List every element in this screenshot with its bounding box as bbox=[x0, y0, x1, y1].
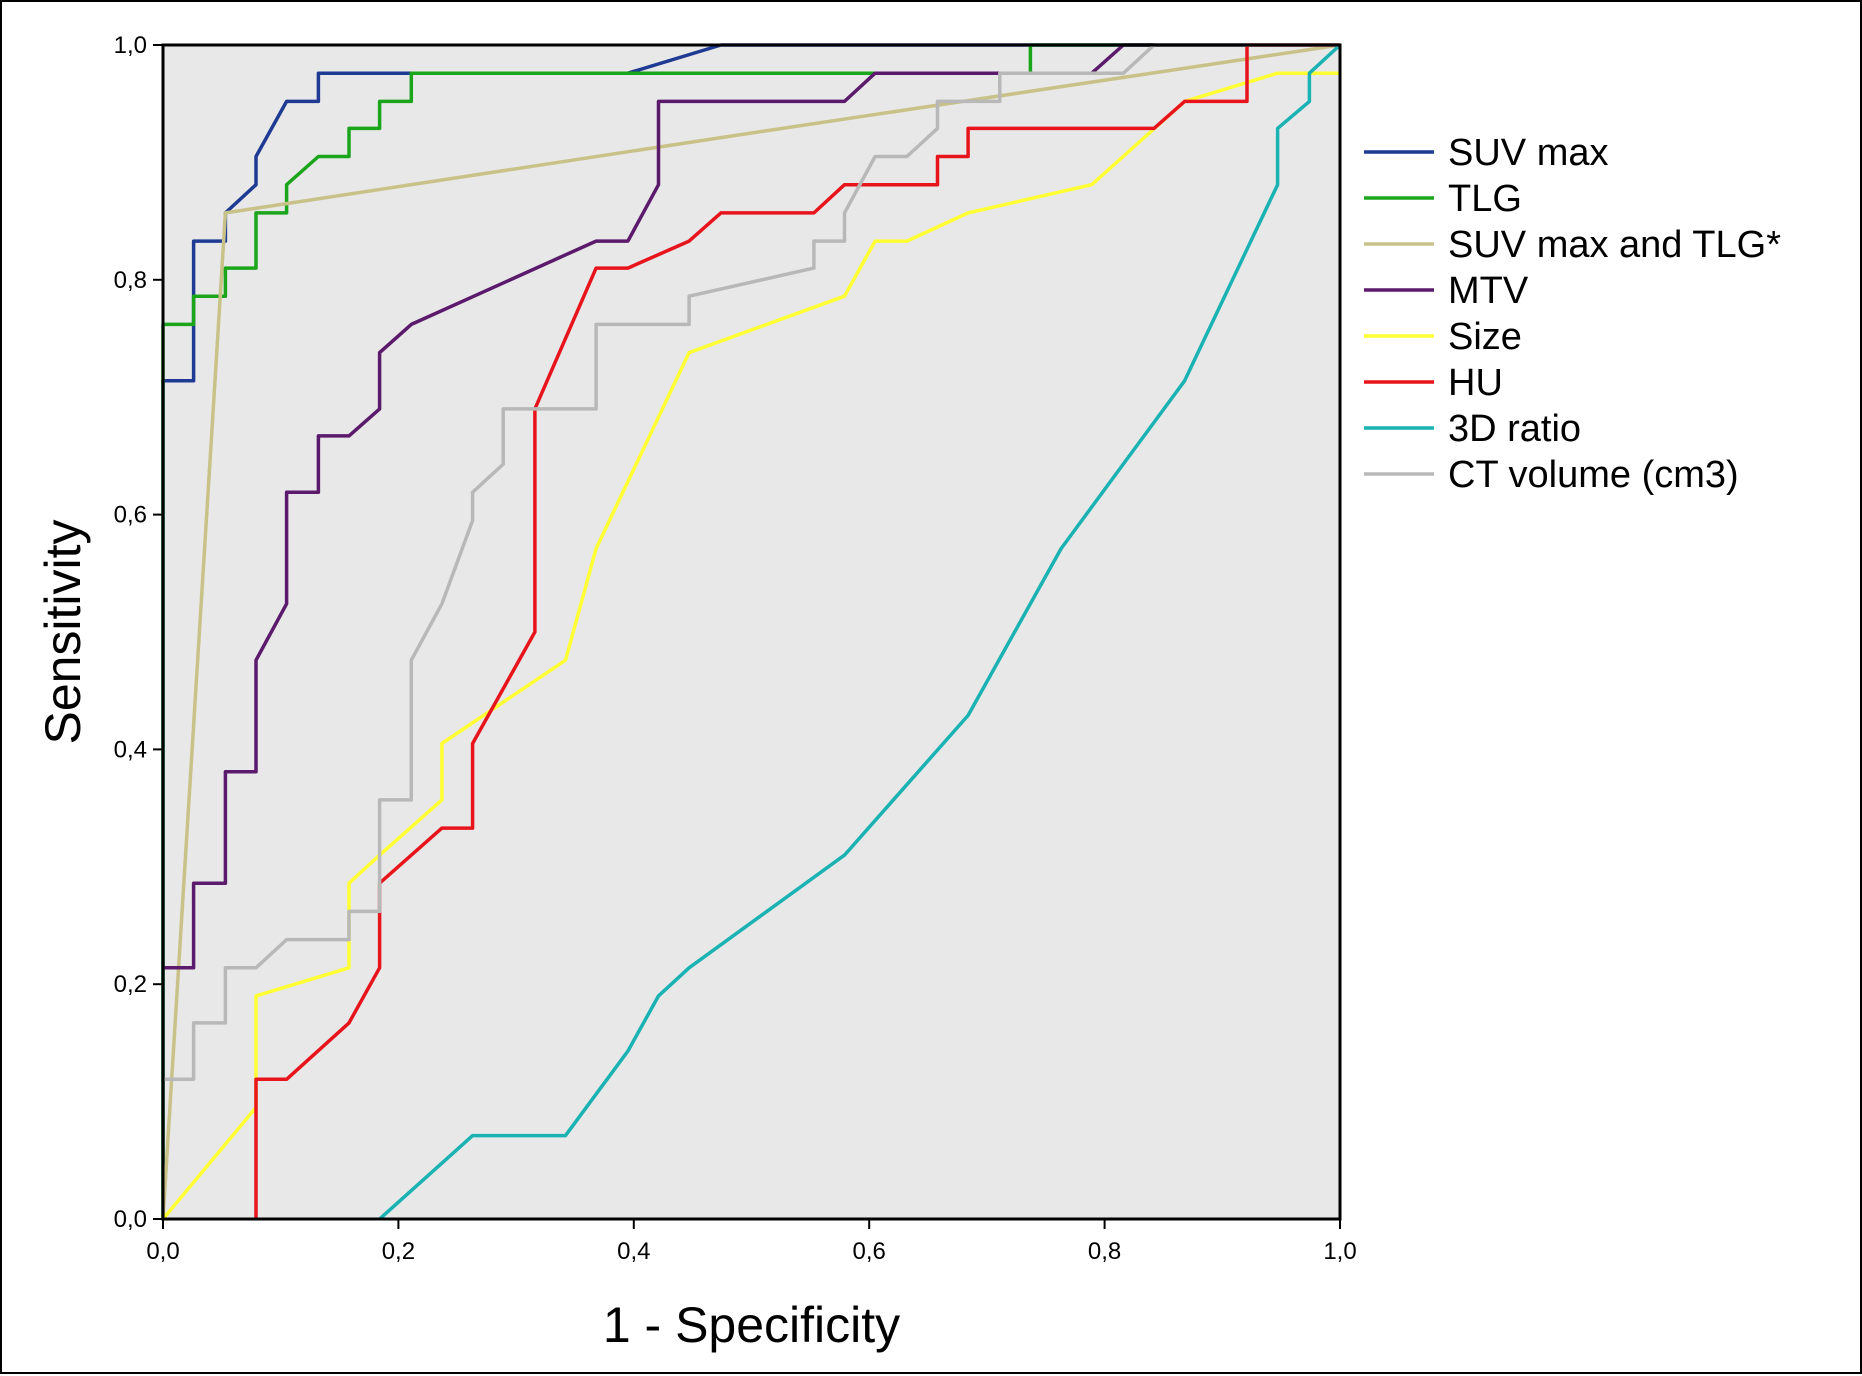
series-line-5 bbox=[254, 43, 1340, 1219]
legend-label-1: TLG bbox=[1448, 178, 1522, 220]
series-line-3 bbox=[163, 43, 1340, 970]
series-line-7 bbox=[163, 43, 1340, 1082]
legend-label-2: SUV max and TLG* bbox=[1448, 224, 1781, 266]
y-tick-label: 0,2 bbox=[114, 971, 147, 998]
series-line-4 bbox=[161, 71, 1340, 1221]
x-tick-label: 0,0 bbox=[146, 1238, 179, 1265]
plot-area bbox=[163, 45, 1340, 1219]
series-line-1 bbox=[161, 43, 1340, 1219]
legend-label-4: Size bbox=[1448, 316, 1522, 358]
legend-label-0: SUV max bbox=[1448, 132, 1608, 174]
x-tick-label: 0,8 bbox=[1088, 1238, 1121, 1265]
legend-label-3: MTV bbox=[1448, 270, 1529, 312]
ticks-layer: 0,0 0,0 0,2 0,2 0,4 0,4 0,6 0,6 0,8 0,8 1,0 1,0 bbox=[114, 32, 1357, 1265]
y-tick-label: 1,0 bbox=[114, 32, 147, 59]
x-axis-title: 1 - Specificity bbox=[603, 1297, 900, 1353]
x-tick-label: 1,0 bbox=[1323, 1238, 1356, 1265]
plot-border bbox=[161, 43, 1342, 1221]
legend-label-6: 3D ratio bbox=[1448, 408, 1581, 450]
y-tick-label: 0,8 bbox=[114, 267, 147, 294]
y-axis-title: Sensitivity bbox=[35, 519, 91, 744]
legend-label-7: CT volume (cm3) bbox=[1448, 454, 1739, 496]
series-line-6 bbox=[378, 43, 1342, 1221]
series-line-2 bbox=[161, 43, 1341, 1220]
x-tick-label: 0,2 bbox=[382, 1238, 415, 1265]
x-tick-label: 0,4 bbox=[617, 1238, 650, 1265]
y-tick-label: 0,0 bbox=[114, 1206, 147, 1233]
series-layer bbox=[161, 43, 1342, 1221]
legend-label-5: HU bbox=[1448, 362, 1503, 404]
x-tick-label: 0,6 bbox=[853, 1238, 886, 1265]
y-tick-label: 0,4 bbox=[114, 736, 147, 763]
y-tick-label: 0,6 bbox=[114, 502, 147, 529]
